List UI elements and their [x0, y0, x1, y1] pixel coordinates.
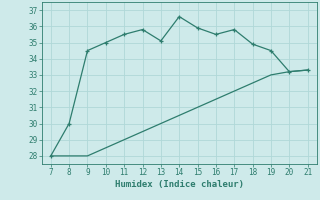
- X-axis label: Humidex (Indice chaleur): Humidex (Indice chaleur): [115, 180, 244, 189]
